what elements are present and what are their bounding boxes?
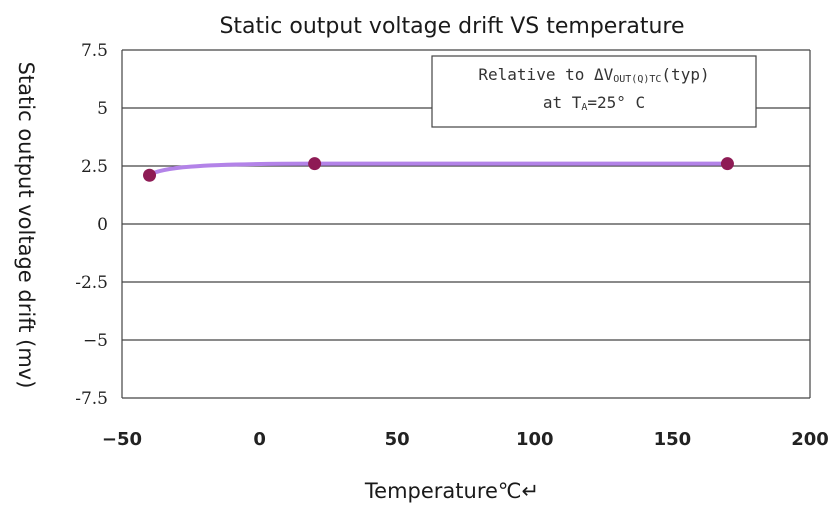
x-tick-label: 50 [385, 429, 410, 450]
x-tick-label: −50 [102, 429, 142, 450]
legend-line-1: Relative to ΔVOUT(Q)TC(typ) [478, 65, 709, 85]
series-line [147, 161, 730, 178]
legend-subscript-1: OUT(Q)TC [613, 74, 661, 85]
legend-subscript-2: A [581, 102, 587, 113]
data-point [720, 157, 734, 171]
y-tick-label: 5 [97, 99, 108, 119]
x-tick-label: 0 [253, 429, 266, 450]
y-tick-label: 7.5 [81, 41, 108, 61]
legend-box: Relative to ΔVOUT(Q)TC(typ) at TA=25° C [431, 55, 757, 128]
chart-title: Static output voltage drift VS temperatu… [219, 14, 684, 39]
y-axis-label: Static output voltage drift (mv) [14, 62, 38, 389]
x-tick-label: 150 [654, 429, 692, 450]
x-tick-labels: −50 0 50 100 150 200 [102, 429, 829, 450]
y-tick-label: −5 [83, 331, 108, 351]
y-tick-labels: 7.5 5 2.5 0 -2.5 −5 -7.5 [75, 41, 108, 409]
legend-line-2: at TA=25° C [543, 93, 645, 113]
plot-area: 7.5 5 2.5 0 -2.5 −5 -7.5 −50 0 50 100 150 200 [75, 41, 829, 450]
data-point [143, 168, 157, 182]
x-axis-label: Temperature℃↵ [364, 479, 539, 503]
y-tick-label: 0 [97, 215, 108, 235]
y-tick-label: -7.5 [75, 389, 108, 409]
x-tick-label: 200 [791, 429, 829, 450]
y-tick-label: 2.5 [81, 157, 108, 177]
series [143, 157, 734, 182]
data-point [308, 157, 322, 171]
x-tick-label: 100 [516, 429, 554, 450]
legend-frame [431, 55, 757, 128]
y-tick-label: -2.5 [75, 273, 108, 293]
